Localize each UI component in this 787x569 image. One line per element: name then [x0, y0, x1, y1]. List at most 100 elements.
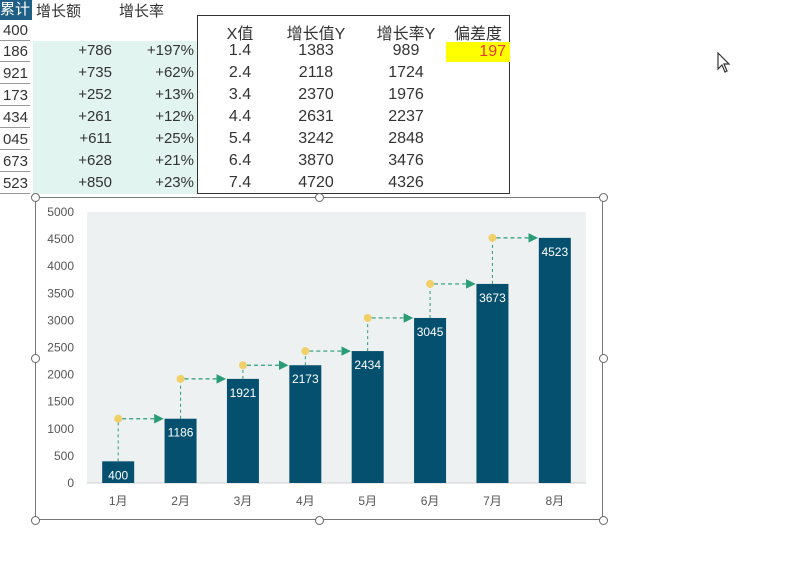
- growth-rate-header[interactable]: 增长率: [119, 3, 165, 20]
- cumulative-cell[interactable]: 400: [0, 20, 30, 41]
- x-tick-label: 1月: [109, 494, 128, 508]
- growth-rate-cell[interactable]: +23%: [155, 174, 194, 191]
- cumulative-cell[interactable]: 434: [0, 107, 30, 128]
- y-tick-label: 1000: [47, 422, 74, 436]
- growth-amount-cell[interactable]: +611: [79, 130, 112, 147]
- table-cell[interactable]: 2631: [298, 108, 334, 125]
- growth-highlight-area: [33, 41, 198, 194]
- resize-handle-tr[interactable]: [599, 193, 608, 202]
- x-tick-label: 8月: [545, 494, 564, 508]
- y-tick-label: 2500: [47, 341, 74, 355]
- table-cell[interactable]: 7.4: [228, 174, 252, 191]
- resize-handle-tl[interactable]: [31, 193, 40, 202]
- growth-amount-cell[interactable]: +850: [78, 174, 112, 191]
- y-tick-label: 0: [67, 476, 74, 490]
- y-tick-label: 3000: [47, 313, 74, 327]
- resize-handle-tm[interactable]: [315, 193, 324, 202]
- table-cell[interactable]: 4326: [388, 174, 424, 191]
- bar: [351, 351, 384, 483]
- growth-marker-dot: [238, 361, 247, 370]
- table-cell[interactable]: 3.4: [228, 86, 252, 103]
- table-cell[interactable]: 3476: [388, 152, 424, 169]
- bar-data-label: 3673: [479, 291, 506, 305]
- resize-handle-bl[interactable]: [31, 516, 40, 525]
- growth-rate-cell[interactable]: +62%: [155, 64, 194, 81]
- table-cell[interactable]: 989: [392, 42, 420, 59]
- resize-handle-ml[interactable]: [31, 354, 40, 363]
- table-cell[interactable]: 2848: [388, 130, 424, 147]
- table-cell[interactable]: 2237: [388, 108, 424, 125]
- growth-marker-dot: [301, 347, 310, 356]
- table-cell[interactable]: 3870: [298, 152, 334, 169]
- cumulative-cell[interactable]: 921: [0, 63, 30, 84]
- growth-rate-cell[interactable]: +197%: [146, 42, 194, 59]
- growth-rate-cell[interactable]: +25%: [155, 130, 194, 147]
- bar: [289, 365, 322, 483]
- cumulative-cell[interactable]: 045: [0, 129, 30, 150]
- table-header[interactable]: 增长率Y: [376, 26, 436, 43]
- growth-rate-cell[interactable]: +12%: [155, 108, 194, 125]
- bar-data-label: 400: [108, 468, 128, 482]
- mouse-cursor-icon: [717, 52, 731, 73]
- bar-data-label: 1186: [168, 426, 194, 440]
- x-tick-label: 4月: [296, 494, 315, 508]
- table-cell[interactable]: 4720: [298, 174, 334, 191]
- y-tick-label: 3500: [47, 286, 74, 300]
- table-header[interactable]: X值: [226, 26, 254, 43]
- growth-rate-cell[interactable]: +13%: [155, 86, 194, 103]
- table-cell[interactable]: 2118: [298, 64, 334, 81]
- bar: [102, 461, 135, 483]
- table-cell[interactable]: 4.4: [228, 108, 252, 125]
- growth-amount-header[interactable]: 增长额: [36, 3, 82, 20]
- table-cell[interactable]: 1383: [298, 42, 334, 59]
- deviation-cell[interactable]: 197: [446, 42, 510, 62]
- growth-amount-cell[interactable]: +261: [78, 108, 112, 125]
- growth-marker-dot: [426, 279, 435, 288]
- cumulative-cell[interactable]: 673: [0, 151, 30, 172]
- cumulative-cell[interactable]: 173: [0, 85, 30, 106]
- table-cell[interactable]: 2370: [298, 86, 334, 103]
- y-tick-label: 5000: [47, 205, 74, 219]
- table-cell[interactable]: 3242: [298, 130, 334, 147]
- cumulative-cell[interactable]: 523: [0, 173, 30, 194]
- growth-marker-dot: [363, 313, 372, 322]
- resize-handle-mr[interactable]: [599, 354, 608, 363]
- plot-background: [87, 212, 586, 483]
- growth-amount-cell[interactable]: +786: [78, 42, 112, 59]
- bar: [476, 283, 509, 483]
- bar-data-label: 2434: [354, 358, 381, 372]
- table-cell[interactable]: 5.4: [228, 130, 252, 147]
- bar-data-label: 3045: [417, 325, 444, 339]
- y-tick-label: 500: [54, 449, 74, 463]
- table-cell[interactable]: 1976: [388, 86, 424, 103]
- cumulative-cell[interactable]: 186: [0, 41, 30, 62]
- table-header[interactable]: 偏差度: [453, 26, 502, 43]
- bar-data-label: 2173: [292, 372, 319, 386]
- y-tick-label: 4500: [47, 232, 74, 246]
- x-tick-label: 6月: [421, 494, 440, 508]
- growth-marker-dot: [114, 414, 123, 423]
- table-cell[interactable]: 1.4: [228, 42, 252, 59]
- growth-marker-dot: [488, 233, 497, 242]
- growth-amount-cell[interactable]: +735: [78, 64, 112, 81]
- y-tick-label: 1500: [47, 395, 74, 409]
- table-cell[interactable]: 2.4: [228, 64, 252, 81]
- growth-amount-cell[interactable]: +628: [78, 152, 112, 169]
- table-header[interactable]: 增长值Y: [286, 26, 346, 43]
- x-tick-label: 3月: [234, 494, 253, 508]
- resize-handle-bm[interactable]: [315, 516, 324, 525]
- growth-marker-dot: [176, 374, 185, 383]
- bar: [164, 418, 197, 483]
- bar: [226, 378, 259, 483]
- bar: [538, 237, 571, 483]
- growth-rate-cell[interactable]: +21%: [155, 152, 194, 169]
- cumulative-header[interactable]: 累计: [0, 0, 32, 20]
- table-cell[interactable]: 6.4: [228, 152, 252, 169]
- bar-data-label: 4523: [541, 245, 568, 259]
- growth-amount-cell[interactable]: +252: [78, 86, 112, 103]
- table-cell[interactable]: 1724: [388, 64, 424, 81]
- resize-handle-br[interactable]: [599, 516, 608, 525]
- bar: [414, 317, 447, 483]
- y-tick-label: 4000: [47, 259, 74, 273]
